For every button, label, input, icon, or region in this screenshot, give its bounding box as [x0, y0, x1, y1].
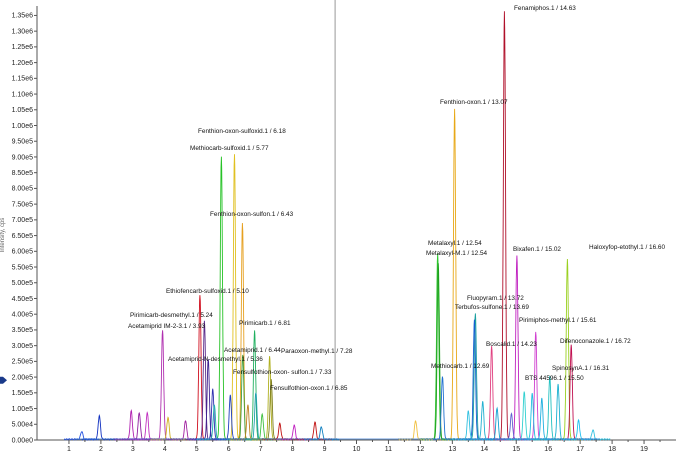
y-tick-label: 1.10e6 — [12, 91, 34, 98]
y-tick-label: 1.50e5 — [12, 390, 34, 397]
x-tick-label: 15 — [512, 446, 520, 453]
x-tick-label: 17 — [576, 446, 584, 453]
y-tick-label: 2.50e5 — [12, 359, 34, 366]
x-tick-label: 18 — [608, 446, 616, 453]
peak-label: Methiocarb-sulfoxid.1 / 5.77 — [190, 145, 269, 152]
y-tick-label: 0.00e0 — [12, 437, 34, 444]
peak-label: BTS 44596.1 / 15.50 — [525, 375, 584, 382]
y-tick-label: 5.00e4 — [12, 422, 34, 429]
peak-label: Methiocarb.1 / 12.69 — [431, 363, 490, 370]
y-tick-label: 1.20e6 — [12, 60, 34, 67]
peak-label: Fenamiphos.1 / 14.63 — [514, 5, 576, 12]
y-tick-label: 1.05e6 — [12, 107, 34, 114]
y-tick-label: 1.35e6 — [12, 13, 34, 20]
peak-label: Paraoxon-methyl.1 / 7.28 — [281, 348, 353, 355]
y-tick-label: 3.00e5 — [12, 343, 34, 350]
y-tick-label: 1.25e6 — [12, 44, 34, 51]
peak-label: Metalaxyl-M.1 / 12.54 — [426, 250, 488, 257]
y-tick-label: 1.00e5 — [12, 406, 34, 413]
y-tick-label: 6.00e5 — [12, 249, 34, 256]
peak-label: Fensulfothion-oxon- sulfon.1 / 7.33 — [233, 369, 332, 376]
y-tick-label: 1.15e6 — [12, 76, 34, 83]
x-tick-label: 14 — [480, 446, 488, 453]
x-tick-label: 9 — [323, 446, 327, 453]
x-tick-label: 4 — [163, 446, 167, 453]
y-tick-label: 4.50e5 — [12, 296, 34, 303]
y-axis-label: Intensity, cps — [0, 218, 6, 253]
peak-label: Fenthion-oxon.1 / 13.07 — [440, 99, 508, 106]
y-tick-label: 7.00e5 — [12, 217, 34, 224]
x-tick-label: 10 — [353, 446, 361, 453]
y-tick-label: 4.00e5 — [12, 312, 34, 319]
x-tick-label: 1 — [67, 446, 71, 453]
chromatogram-traces — [63, 11, 611, 441]
x-axis: 1 2 3 4 5 6 7 8 9 10 11 12 13 14 15 16 17 18 19 — [37, 439, 676, 453]
x-tick-label: 2 — [99, 446, 103, 453]
y-tick-label: 6.50e5 — [12, 233, 34, 240]
peak-label: Ethiofencarb-sulfoxid.1 / 5.10 — [166, 288, 249, 295]
x-tick-label: 7 — [259, 446, 263, 453]
y-axis: 0.00e0 5.00e4 1.00e5 1.50e5 2.00e5 2.50e5 3.00… — [12, 6, 38, 444]
peak-label: Fensulfothion-oxon.1 / 6.85 — [270, 385, 348, 392]
peak-label: Fluopyram.1 / 13.72 — [467, 295, 524, 302]
y-tick-label: 2.00e5 — [12, 374, 34, 381]
x-tick-label: 13 — [448, 446, 456, 453]
y-tick-label: 1.00e6 — [12, 123, 34, 130]
y-tick-label: 3.50e5 — [12, 327, 34, 334]
peak-label: Haloxyfop-etothyl.1 / 16.60 — [589, 244, 665, 251]
peak-label: Acetamiprid-N-desmethyl.1 / 5.36 — [168, 356, 263, 363]
x-tick-label: 5 — [195, 446, 199, 453]
y-tick-label: 1.30e6 — [12, 28, 34, 35]
peak-label: Fenthion-oxon-sulfoxid.1 / 6.18 — [198, 128, 286, 135]
y-tick-label: 9.00e5 — [12, 154, 34, 161]
peak-label: Fenthion-oxon-sulfon.1 / 6.43 — [210, 211, 294, 218]
x-tick-label: 12 — [417, 446, 425, 453]
peak-label: Pirimicarb-desmethyl.1 / 5.24 — [130, 312, 213, 319]
y-tick-label: 8.00e5 — [12, 186, 34, 193]
peak-label: Acetamiprid IM-2-3.1 / 3.93 — [128, 323, 206, 330]
x-tick-label: 16 — [544, 446, 552, 453]
x-tick-label: 11 — [385, 446, 392, 453]
peak-label: Metalaxyl.1 / 12.54 — [428, 240, 482, 247]
peak-label: Boscalid.1 / 14.23 — [486, 341, 537, 348]
y-tick-label: 5.50e5 — [12, 264, 34, 271]
peak-label: Pirimicarb.1 / 6.81 — [239, 320, 291, 327]
x-tick-label: 6 — [227, 446, 231, 453]
x-tick-label: 8 — [291, 446, 295, 453]
peak-label: Terbufos-sulfone.1 / 13.69 — [455, 304, 529, 311]
y-axis-marker[interactable] — [0, 376, 7, 384]
y-tick-label: 7.50e5 — [12, 201, 34, 208]
peak-label: Pirimiphos-methyl.1 / 15.61 — [519, 317, 597, 324]
peak-label: Difenoconazole.1 / 16.72 — [560, 338, 631, 345]
y-tick-label: 5.00e5 — [12, 280, 34, 287]
peak-label: Bixafen.1 / 15.02 — [513, 246, 561, 253]
y-tick-label: 8.50e5 — [12, 170, 34, 177]
x-tick-label: 19 — [640, 446, 648, 453]
peak-annotations: Fenamiphos.1 / 14.63 Fenthion-oxon.1 / 13… — [128, 5, 665, 392]
y-tick-label: 9.50e5 — [12, 139, 34, 146]
peak-label: SpinosynA.1 / 16.31 — [552, 365, 610, 372]
x-tick-label: 3 — [131, 446, 135, 453]
peak-label: Acetamiprid.1 / 6.44 — [224, 347, 281, 354]
